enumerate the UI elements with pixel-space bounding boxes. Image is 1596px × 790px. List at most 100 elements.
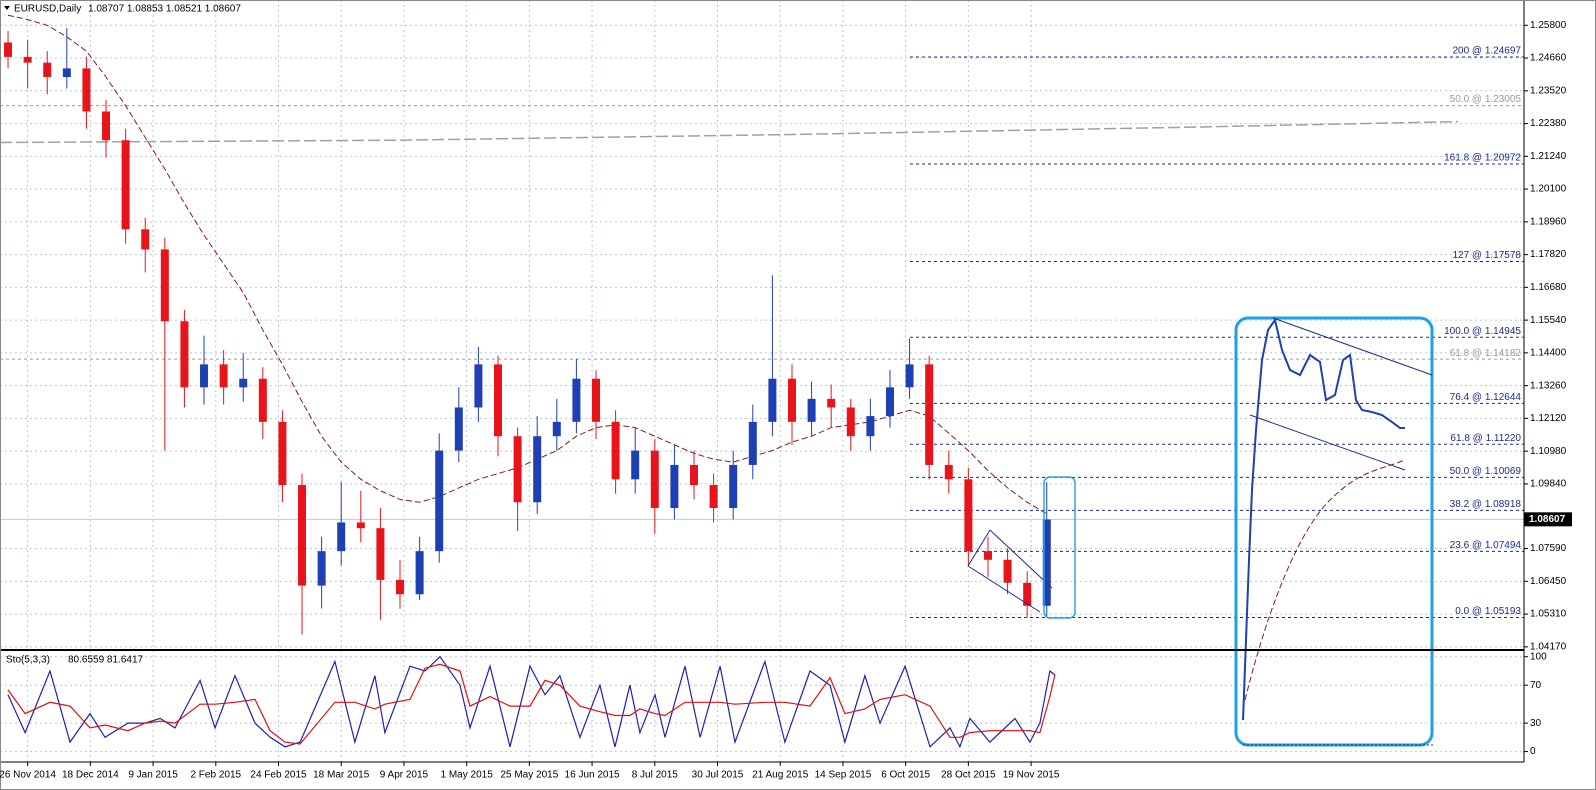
y-tick-label: 1.12120 [1530, 413, 1567, 424]
y-tick-label: 1.23520 [1530, 85, 1567, 96]
price-tag-label: 1.08607 [1529, 514, 1566, 525]
x-tick-label: 14 Sep 2015 [815, 770, 872, 781]
inset-frame [1234, 316, 1434, 747]
candle-body [258, 378, 267, 422]
inset-average [1244, 459, 1406, 701]
candle-body [23, 56, 32, 63]
x-tick-label: 6 Oct 2015 [881, 770, 930, 781]
candle-body [709, 485, 718, 509]
candle-body [102, 111, 111, 141]
x-tick-label: 18 Dec 2014 [62, 770, 119, 781]
level-label: 50.0 @ 1.10069 [1450, 466, 1522, 477]
level-label: 61.8 @ 1.14182 [1450, 348, 1522, 359]
candle-body [141, 229, 150, 250]
level-label: 161.8 @ 1.20972 [1444, 153, 1521, 164]
x-tick-label: 24 Feb 2015 [250, 770, 307, 781]
candle-body [180, 321, 189, 388]
level-label: 50.0 @ 1.23005 [1450, 94, 1522, 105]
x-tick-label: 26 Nov 2014 [0, 770, 56, 781]
candle-body [729, 464, 738, 509]
y-tick-label: 1.04170 [1530, 641, 1567, 652]
x-tick-label: 9 Jan 2015 [128, 770, 178, 781]
channel-line [967, 529, 991, 567]
candle-body [689, 464, 698, 486]
candle-body [768, 378, 777, 422]
candles [4, 28, 1051, 635]
long-average [0, 120, 1459, 144]
x-tick-label: 19 Nov 2015 [1003, 770, 1060, 781]
symbol-title: EURUSD,Daily [14, 4, 81, 15]
y-tick-label: 1.13260 [1530, 380, 1567, 391]
x-tick-label: 2 Feb 2015 [190, 770, 241, 781]
x-tick-label: 25 May 2015 [500, 770, 558, 781]
candle-body [905, 364, 914, 388]
level-label: 61.8 @ 1.11220 [1450, 433, 1521, 444]
x-tick-label: 8 Jul 2015 [632, 770, 679, 781]
oscillator-line [7, 655, 1056, 749]
candle-body [631, 450, 640, 480]
y-tick-label: 1.09840 [1530, 479, 1567, 490]
candle-body [944, 464, 953, 480]
y-tick-label: 1.10980 [1530, 446, 1567, 457]
x-tick-label: 28 Oct 2015 [941, 770, 996, 781]
y-tick-label: 1.18960 [1530, 216, 1567, 227]
candle-body [866, 416, 875, 437]
candle-body [317, 551, 326, 586]
y-tick-label: 30 [1530, 718, 1542, 729]
candle-body [356, 522, 365, 529]
candle-body [376, 528, 385, 580]
inset-channel [1272, 317, 1433, 376]
levels [0, 56, 1524, 618]
highlight-box [1043, 476, 1076, 619]
level-label: 127 @ 1.17578 [1452, 250, 1521, 261]
y-tick-label: 0 [1530, 746, 1536, 757]
candle-body [513, 436, 522, 503]
candle-body [121, 140, 130, 230]
y-tick-label: 1.06450 [1530, 576, 1567, 587]
stochastic [7, 655, 1056, 749]
indicator-title: Sto(5,3,3) [6, 655, 50, 666]
candle-body [396, 579, 405, 595]
candle-body [1003, 559, 1012, 583]
y-tick-label: 1.14400 [1530, 348, 1567, 359]
candle-body [650, 450, 659, 509]
candle-body [1042, 519, 1051, 606]
candle-body [435, 450, 444, 552]
labels: 1.25800 1.24660 1.23520 1.22380 1.21240 1.201… [0, 20, 1572, 781]
x-tick-label: 30 Jul 2015 [692, 770, 744, 781]
y-tick-label: 100 [1530, 651, 1547, 662]
candle-body [200, 364, 209, 388]
y-tick-label: 1.25800 [1530, 20, 1567, 31]
candle-body [827, 398, 836, 408]
y-tick-label: 70 [1530, 680, 1542, 691]
candle-body [474, 364, 483, 408]
level-label: 0.0 @ 1.05193 [1455, 606, 1521, 617]
candle-body [219, 364, 228, 388]
candle-body [983, 551, 992, 560]
candle-body [278, 421, 287, 486]
x-tick-label: 1 May 2015 [441, 770, 494, 781]
inset-price [1242, 317, 1405, 721]
y-tick-label: 1.21240 [1530, 151, 1567, 162]
indicator-values: 80.6559 81.6417 [68, 655, 144, 666]
y-tick-label: 1.07590 [1530, 543, 1567, 554]
candle-body [552, 421, 561, 437]
candle-body [4, 42, 13, 57]
grid [0, 0, 1524, 762]
candle-body [239, 378, 248, 388]
candle-body [62, 68, 71, 78]
y-tick-label: 1.05310 [1530, 609, 1567, 620]
candle-body [415, 551, 424, 595]
y-tick-label: 1.20100 [1530, 184, 1567, 195]
inset [1234, 316, 1435, 747]
level-label: 76.4 @ 1.12644 [1450, 392, 1522, 403]
candle-body [591, 378, 600, 422]
candle-body [748, 421, 757, 465]
candle-body [925, 364, 934, 465]
y-tick-label: 1.24660 [1530, 53, 1567, 64]
candle-body [670, 464, 679, 509]
candle-body [807, 398, 816, 422]
menu-arrow [4, 6, 10, 10]
